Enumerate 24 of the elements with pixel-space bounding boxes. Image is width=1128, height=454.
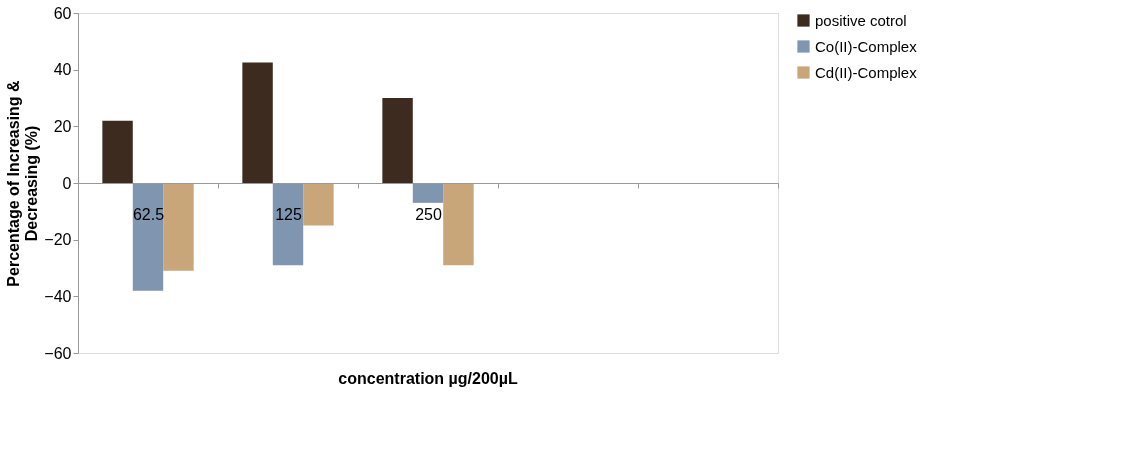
- y-tick-label: −20: [44, 231, 72, 249]
- y-tick-label: 20: [53, 117, 72, 135]
- bar: [132, 183, 164, 291]
- bar: [412, 183, 444, 203]
- bar: [163, 183, 194, 271]
- legend-label: positive cotrol: [815, 11, 907, 29]
- bar: [382, 98, 413, 183]
- y-tick-label: 0: [62, 174, 72, 192]
- y-tick-label: −60: [44, 344, 72, 362]
- legend-label: Co(II)-Complex: [815, 37, 918, 55]
- y-axis-title: Percentage of Increasing & Decreasing (%): [5, 79, 41, 287]
- bar: [102, 120, 133, 183]
- bar: [272, 183, 304, 266]
- x-tick-label: 62.5: [132, 205, 165, 223]
- y-tick-label: 60: [53, 4, 72, 22]
- y-tick-label: 40: [53, 61, 72, 79]
- x-axis-title: concentration µg/200µL: [338, 370, 518, 387]
- bar: [443, 183, 474, 266]
- bar: [242, 62, 273, 183]
- bar: [303, 183, 334, 226]
- legend-label: Cd(II)-Complex: [815, 63, 918, 81]
- y-tick-label: −40: [44, 287, 72, 305]
- x-tick-label: 125: [275, 205, 302, 223]
- x-tick-label: 250: [415, 205, 442, 223]
